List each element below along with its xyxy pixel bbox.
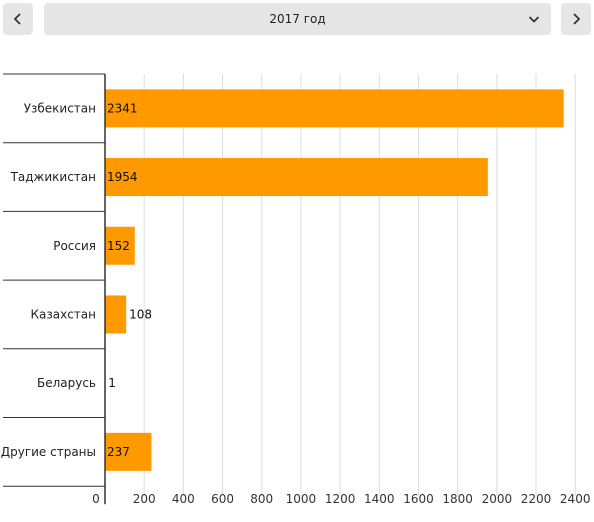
bar-2 bbox=[105, 226, 135, 265]
category-label-0: Узбекистан bbox=[24, 101, 96, 115]
x-tick-label-10: 2000 bbox=[482, 492, 513, 506]
value-label-4: 1 bbox=[108, 376, 116, 390]
prev-year-button[interactable] bbox=[3, 3, 33, 35]
x-tick-label-8: 1600 bbox=[403, 492, 434, 506]
category-label-3: Казахстан bbox=[31, 307, 97, 321]
value-label-3: 108 bbox=[129, 307, 152, 321]
selected-year-label: 2017 год bbox=[269, 12, 326, 26]
x-tick-label-9: 1800 bbox=[442, 492, 473, 506]
x-tick-label-2: 400 bbox=[172, 492, 195, 506]
chevron-right-icon bbox=[573, 13, 581, 25]
x-tick-label-4: 800 bbox=[250, 492, 273, 506]
x-tick-label-1: 200 bbox=[133, 492, 156, 506]
x-tick-label-12: 2400 bbox=[560, 492, 591, 506]
bar-1 bbox=[105, 158, 488, 197]
bar-5 bbox=[105, 432, 152, 471]
bar-0 bbox=[105, 89, 564, 128]
bar-3 bbox=[105, 295, 127, 334]
value-label-0: 2341 bbox=[107, 101, 138, 115]
category-label-2: Россия bbox=[53, 239, 96, 253]
year-select[interactable]: 2017 год bbox=[44, 3, 551, 35]
chevron-down-icon bbox=[528, 16, 540, 23]
value-label-5: 237 bbox=[107, 445, 130, 459]
category-label-1: Таджикистан bbox=[10, 170, 96, 184]
x-tick-label-3: 600 bbox=[211, 492, 234, 506]
x-tick-label-7: 1400 bbox=[364, 492, 395, 506]
value-label-2: 152 bbox=[107, 239, 130, 253]
next-year-button[interactable] bbox=[561, 3, 591, 35]
x-tick-label-6: 1200 bbox=[325, 492, 356, 506]
category-label-4: Беларусь bbox=[37, 376, 96, 390]
x-tick-label-11: 2200 bbox=[521, 492, 552, 506]
x-tick-label-0: 0 bbox=[92, 492, 100, 506]
x-tick-label-5: 1000 bbox=[286, 492, 317, 506]
chevron-left-icon bbox=[13, 13, 21, 25]
value-label-1: 1954 bbox=[107, 170, 138, 184]
category-label-5: Другие страны bbox=[1, 445, 96, 459]
